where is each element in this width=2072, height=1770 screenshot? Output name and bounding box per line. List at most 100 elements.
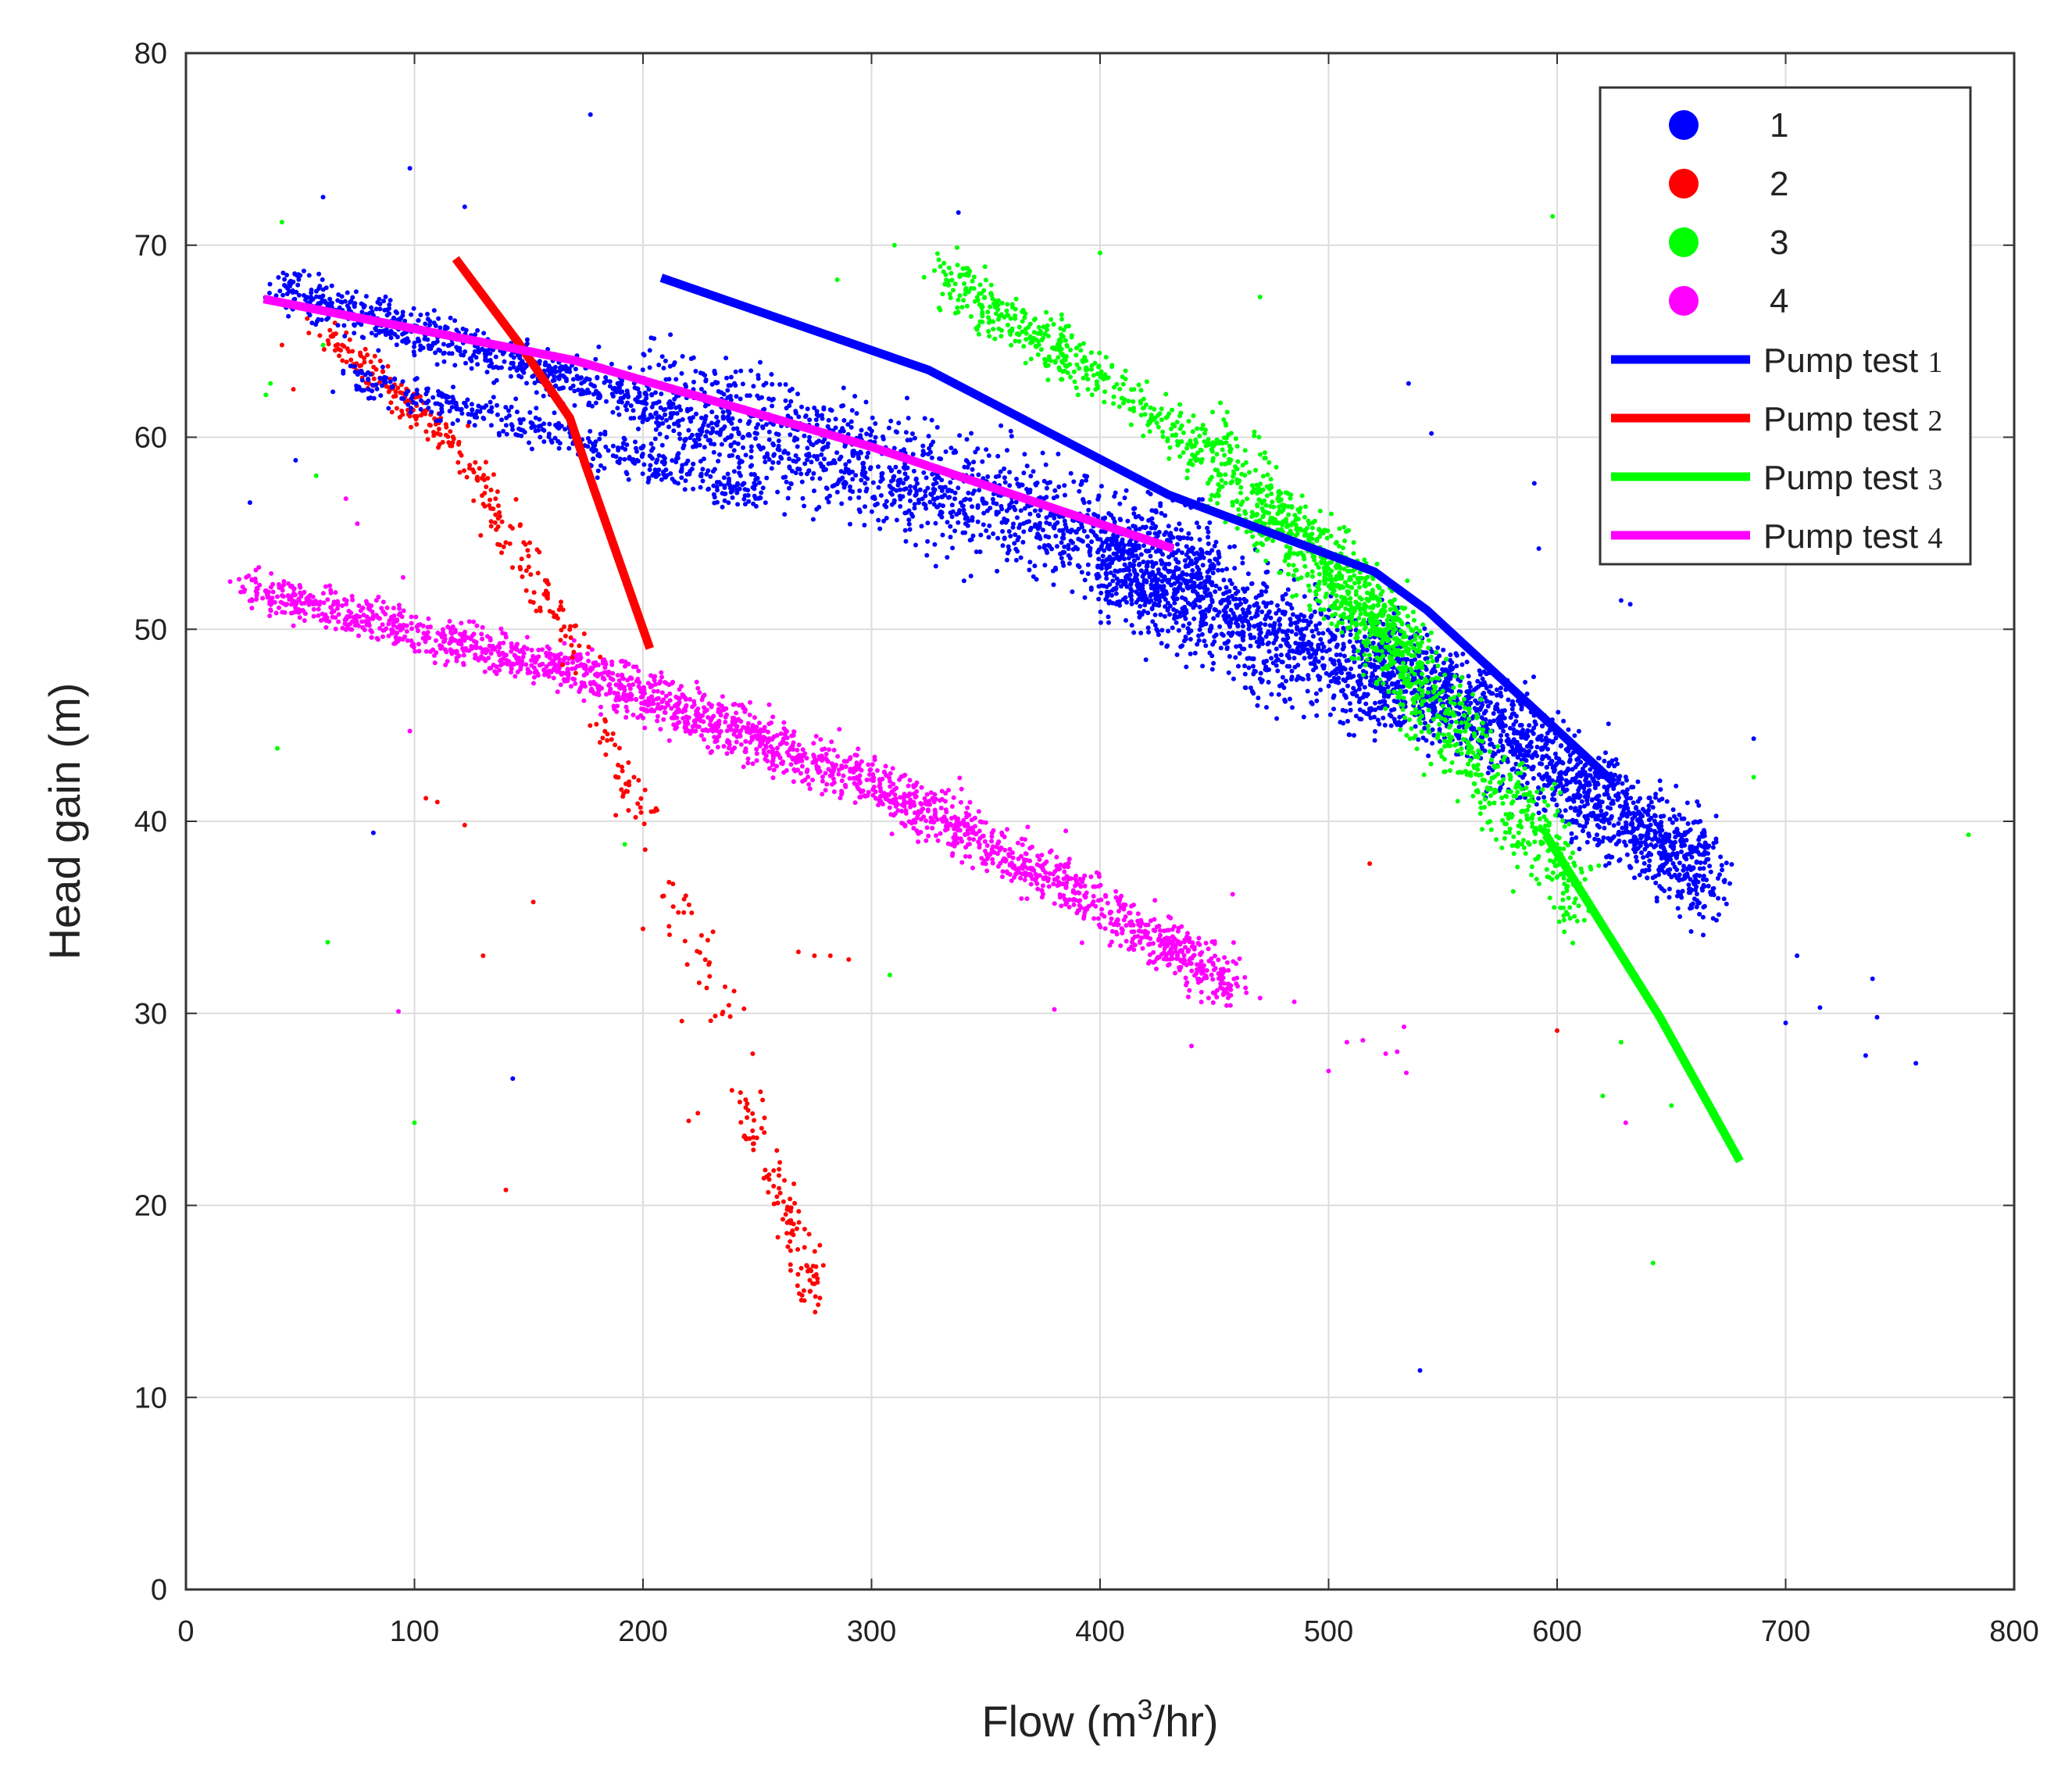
- scatter-point: [1082, 906, 1087, 911]
- scatter-point: [909, 821, 914, 825]
- scatter-point: [691, 415, 695, 420]
- scatter-point: [755, 431, 759, 436]
- scatter-point: [806, 452, 811, 456]
- scatter-point: [559, 599, 563, 604]
- scatter-point: [474, 415, 479, 420]
- scatter-point: [717, 480, 722, 485]
- scatter-point: [764, 476, 769, 481]
- scatter-point: [970, 817, 974, 822]
- scatter-point: [816, 766, 821, 771]
- scatter-point: [878, 799, 883, 803]
- scatter-point: [577, 643, 581, 648]
- scatter-point: [908, 805, 913, 810]
- scatter-point: [891, 797, 896, 802]
- scatter-point: [363, 303, 367, 308]
- scatter-point: [748, 455, 753, 459]
- scatter-point: [524, 588, 529, 593]
- scatter-point: [863, 481, 867, 486]
- scatter-point: [927, 446, 931, 451]
- scatter-point: [880, 474, 884, 479]
- scatter-point: [741, 381, 745, 386]
- scatter-point: [787, 464, 791, 469]
- scatter-point: [873, 789, 878, 794]
- scatter-point: [871, 481, 876, 485]
- scatter-point: [369, 359, 373, 364]
- scatter-point: [432, 653, 437, 658]
- scatter-point: [448, 429, 452, 434]
- scatter-point: [585, 444, 590, 449]
- scatter-point: [534, 669, 539, 674]
- scatter-point: [1020, 540, 1025, 545]
- scatter-point: [962, 511, 966, 516]
- scatter-point: [1001, 869, 1006, 874]
- scatter-point: [1116, 909, 1121, 914]
- scatter-point: [748, 740, 752, 745]
- scatter-point: [340, 603, 345, 608]
- scatter-point: [984, 447, 988, 452]
- scatter-point: [762, 383, 766, 388]
- scatter-point: [566, 661, 570, 666]
- scatter-point: [1041, 867, 1045, 872]
- scatter-point: [799, 405, 804, 409]
- scatter-point: [317, 284, 322, 288]
- scatter-point: [966, 813, 971, 817]
- scatter-point: [763, 500, 768, 505]
- scatter-point: [513, 396, 518, 401]
- scatter-point: [788, 388, 792, 393]
- scatter-point: [814, 734, 819, 738]
- scatter-point: [711, 484, 716, 488]
- scatter-point: [1154, 508, 1159, 513]
- scatter-point: [693, 721, 698, 726]
- scatter-point: [458, 631, 463, 636]
- scatter-point: [943, 799, 948, 803]
- scatter-point: [953, 491, 958, 495]
- scatter-point: [414, 422, 419, 427]
- scatter-point: [1014, 558, 1019, 563]
- scatter-point: [876, 803, 881, 807]
- scatter-point: [1002, 536, 1007, 541]
- scatter-point: [699, 933, 704, 938]
- scatter-point: [709, 718, 713, 723]
- scatter-point: [950, 545, 955, 550]
- scatter-point: [474, 624, 479, 628]
- scatter-point: [228, 579, 233, 584]
- scatter-point: [1079, 482, 1084, 487]
- scatter-point: [1041, 527, 1045, 532]
- scatter-point: [925, 792, 930, 797]
- scatter-point: [641, 471, 645, 476]
- scatter-point: [1011, 521, 1016, 526]
- scatter-point: [624, 408, 629, 413]
- scatter-point: [641, 716, 645, 721]
- scatter-point: [504, 423, 509, 427]
- scatter-point: [801, 753, 806, 758]
- scatter-point: [923, 416, 927, 420]
- scatter-point: [284, 284, 288, 289]
- scatter-point: [771, 397, 776, 402]
- scatter-point: [1012, 541, 1016, 545]
- scatter-point: [595, 375, 599, 380]
- scatter-point: [1159, 511, 1164, 516]
- scatter-point: [648, 453, 652, 458]
- scatter-point: [616, 763, 620, 767]
- scatter-point: [894, 786, 898, 791]
- scatter-point: [450, 395, 455, 399]
- scatter-point: [397, 603, 402, 607]
- scatter-point: [382, 380, 387, 384]
- scatter-point: [802, 1289, 806, 1293]
- scatter-point: [438, 402, 443, 407]
- scatter-point: [670, 716, 674, 721]
- scatter-point: [254, 589, 259, 594]
- scatter-point: [624, 705, 629, 710]
- scatter-point: [581, 699, 586, 703]
- scatter-point: [1019, 896, 1023, 901]
- scatter-point: [286, 593, 291, 598]
- scatter-point: [249, 606, 254, 610]
- scatter-point: [716, 459, 720, 463]
- scatter-point: [788, 1239, 792, 1244]
- scatter-point: [726, 472, 731, 477]
- scatter-point: [1069, 527, 1074, 532]
- scatter-point: [1035, 862, 1040, 867]
- scatter-point: [806, 406, 810, 411]
- scatter-point: [726, 417, 731, 422]
- scatter-point: [1059, 903, 1063, 908]
